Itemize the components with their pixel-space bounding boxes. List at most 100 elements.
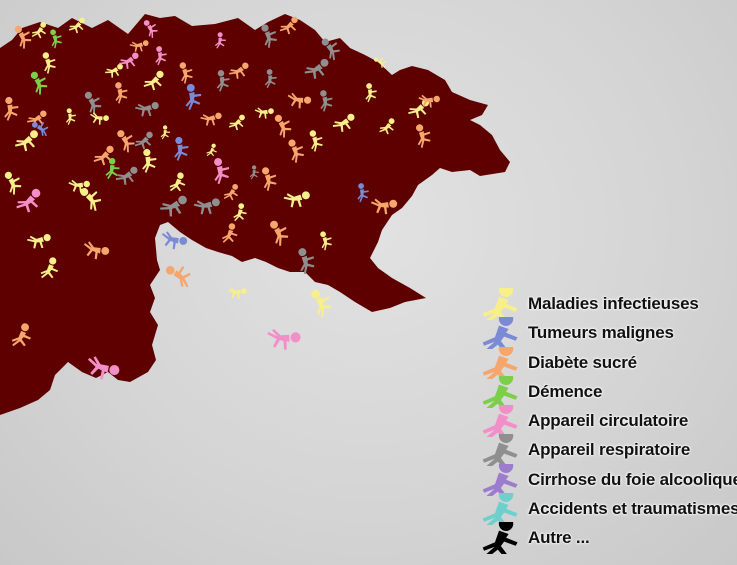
person-marker bbox=[160, 125, 171, 140]
person-marker bbox=[160, 195, 187, 217]
person-marker bbox=[320, 90, 333, 112]
legend-item: Accidents et traumatismes bbox=[478, 493, 737, 526]
legend-item: Démence bbox=[478, 375, 737, 408]
person-marker bbox=[143, 20, 158, 38]
person-marker bbox=[169, 172, 186, 192]
person-marker bbox=[14, 25, 32, 49]
legend-label: Autre ... bbox=[528, 528, 590, 548]
person-marker bbox=[223, 183, 239, 201]
person-marker bbox=[287, 92, 312, 109]
legend: Maladies infectieuses Tumeurs malignes Dia… bbox=[478, 288, 737, 555]
person-marker bbox=[165, 265, 191, 288]
person-marker bbox=[228, 114, 245, 131]
person-marker bbox=[321, 38, 340, 61]
legend-item: Autre ... bbox=[478, 522, 737, 555]
person-marker bbox=[227, 287, 247, 299]
person-marker bbox=[216, 70, 230, 92]
person-marker bbox=[161, 231, 188, 250]
legend-label: Appareil circulatoire bbox=[528, 411, 689, 431]
person-marker bbox=[68, 17, 85, 34]
person-marker bbox=[332, 113, 355, 132]
person-marker bbox=[370, 198, 398, 215]
person-marker bbox=[31, 21, 47, 39]
person-marker bbox=[221, 223, 238, 243]
person-marker bbox=[27, 234, 51, 249]
person-marker bbox=[288, 139, 304, 163]
person-marker bbox=[200, 112, 222, 126]
legend-item: Tumeurs malignes bbox=[478, 317, 737, 350]
person-marker bbox=[418, 94, 440, 108]
person-marker bbox=[16, 188, 41, 213]
person-marker bbox=[374, 57, 387, 69]
person-marker bbox=[155, 46, 167, 66]
legend-label: Diabète sucré bbox=[528, 352, 637, 372]
legend-item: Appareil circulatoire bbox=[478, 405, 737, 438]
person-marker bbox=[42, 52, 56, 74]
person-marker bbox=[214, 157, 230, 185]
person-marker bbox=[15, 130, 38, 152]
person-marker bbox=[135, 102, 159, 117]
person-marker bbox=[105, 63, 123, 78]
person-marker bbox=[270, 220, 289, 246]
person-marker bbox=[264, 69, 277, 89]
legend-item: Cirrhose du foie alcoolique bbox=[478, 463, 737, 496]
person-marker bbox=[129, 40, 149, 52]
person-marker bbox=[4, 171, 22, 195]
person-marker bbox=[249, 165, 260, 180]
person-marker bbox=[143, 70, 164, 91]
person-marker bbox=[87, 356, 120, 380]
legend-item: Diabète sucré bbox=[478, 346, 737, 379]
person-marker bbox=[185, 83, 202, 111]
person-marker bbox=[261, 24, 277, 48]
marker-layer bbox=[4, 16, 440, 380]
person-marker bbox=[311, 289, 332, 318]
person-marker bbox=[65, 108, 76, 126]
legend-label: Démence bbox=[528, 381, 603, 401]
person-marker bbox=[357, 183, 369, 203]
person-marker bbox=[279, 16, 298, 35]
person-marker bbox=[134, 131, 153, 150]
person-marker bbox=[298, 248, 315, 275]
person-marker bbox=[365, 83, 377, 103]
person-marker bbox=[283, 191, 310, 208]
person-marker bbox=[50, 29, 62, 49]
person-marker bbox=[174, 136, 189, 161]
legend-label: Tumeurs malignes bbox=[528, 323, 674, 343]
person-marker bbox=[83, 241, 110, 260]
person-marker bbox=[90, 112, 109, 125]
person-marker bbox=[304, 58, 329, 79]
legend-item: Appareil respiratoire bbox=[478, 434, 737, 467]
person-marker bbox=[31, 121, 49, 137]
person-marker bbox=[119, 52, 139, 69]
land-region bbox=[0, 14, 510, 415]
person-marker bbox=[179, 62, 193, 84]
legend-label: Maladies infectieuses bbox=[528, 294, 699, 313]
legend-item: Maladies infectieuses bbox=[478, 288, 737, 320]
person-marker bbox=[11, 323, 32, 347]
person-marker bbox=[4, 96, 19, 121]
person-marker bbox=[68, 179, 90, 193]
person-marker bbox=[254, 107, 274, 119]
person-marker bbox=[30, 71, 48, 95]
legend-label: Cirrhose du foie alcoolique bbox=[528, 469, 737, 489]
person-marker bbox=[262, 167, 277, 191]
person-marker bbox=[117, 130, 135, 153]
person-marker bbox=[27, 110, 47, 127]
person-marker bbox=[93, 145, 114, 166]
person-marker bbox=[233, 203, 247, 222]
person-marker bbox=[193, 198, 220, 215]
person-marker bbox=[379, 118, 395, 135]
person-marker bbox=[40, 257, 59, 279]
person-marker bbox=[105, 158, 120, 180]
person-marker bbox=[115, 82, 128, 104]
person-marker bbox=[206, 143, 217, 157]
person-marker bbox=[274, 114, 292, 138]
legend-label: Accidents et traumatismes bbox=[528, 499, 737, 519]
legend-label: Appareil respiratoire bbox=[528, 440, 691, 460]
person-marker bbox=[229, 62, 249, 79]
person-marker bbox=[320, 231, 332, 251]
person-marker bbox=[214, 32, 226, 49]
person-marker bbox=[309, 130, 323, 152]
person-marker bbox=[267, 328, 301, 350]
